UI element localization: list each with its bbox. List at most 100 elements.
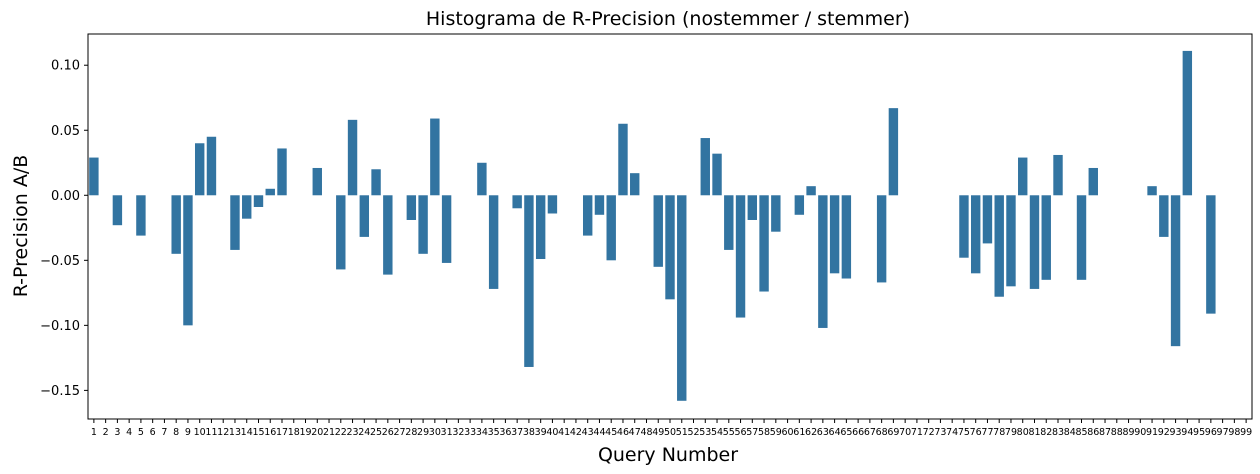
bar-query-28 xyxy=(406,195,417,220)
bar-query-69 xyxy=(888,108,899,196)
bar-query-64 xyxy=(829,195,840,274)
x-tick-label: 78 xyxy=(993,427,1005,438)
bar-query-47 xyxy=(630,173,640,196)
x-tick-label: 68 xyxy=(876,427,888,438)
bar-query-79 xyxy=(1006,195,1016,287)
x-tick-label: 23 xyxy=(346,427,358,438)
x-tick-label: 98 xyxy=(1228,427,1240,438)
x-tick-label: 19 xyxy=(299,427,311,438)
x-tick-label: 53 xyxy=(699,427,711,438)
x-tick-label: 8 xyxy=(173,427,179,438)
y-tick-label: −0.15 xyxy=(40,384,80,399)
x-tick-label: 17 xyxy=(276,427,288,438)
x-axis-ticks: 1 2 3 4 5 6 7 8 9 10 11 12 13 14 15 16 17 18 19 20 21 22 23 24 2… xyxy=(91,419,1252,438)
x-tick-label: 49 xyxy=(652,427,664,438)
bar-query-26 xyxy=(383,195,393,275)
x-tick-label: 77 xyxy=(981,427,993,438)
bar-query-22 xyxy=(336,195,346,270)
x-tick-label: 94 xyxy=(1181,427,1193,438)
bars-group xyxy=(89,50,1216,401)
x-tick-label: 99 xyxy=(1240,427,1252,438)
bar-query-3 xyxy=(112,195,123,226)
x-tick-label: 76 xyxy=(970,427,982,438)
x-tick-label: 3 xyxy=(114,427,120,438)
x-tick-label: 70 xyxy=(899,427,911,438)
y-axis-ticks: 0.10 0.05 0.00 −0.05 −0.10 −0.15 xyxy=(40,59,88,399)
x-tick-label: 36 xyxy=(499,427,511,438)
bar-query-53 xyxy=(700,138,710,196)
y-axis-label: R-Precision A/B xyxy=(10,155,32,298)
bar-query-20 xyxy=(312,167,322,196)
bar-query-62 xyxy=(806,186,816,196)
x-tick-label: 34 xyxy=(476,427,488,438)
bar-query-16 xyxy=(265,188,275,196)
x-tick-label: 32 xyxy=(452,427,464,438)
bar-query-76 xyxy=(970,195,981,274)
x-tick-label: 89 xyxy=(1122,427,1134,438)
x-tick-label: 92 xyxy=(1158,427,1170,438)
x-tick-label: 88 xyxy=(1111,427,1123,438)
x-tick-label: 29 xyxy=(417,427,429,438)
x-tick-label: 74 xyxy=(946,427,958,438)
bar-query-8 xyxy=(171,195,181,254)
x-tick-label: 43 xyxy=(582,427,594,438)
bar-query-1 xyxy=(89,157,99,196)
x-tick-label: 18 xyxy=(288,427,300,438)
x-tick-label: 40 xyxy=(546,427,558,438)
x-tick-label: 86 xyxy=(1087,427,1099,438)
bar-query-49 xyxy=(653,195,663,267)
bar-query-34 xyxy=(477,162,487,196)
x-tick-label: 12 xyxy=(217,427,229,438)
bar-query-24 xyxy=(359,195,370,237)
bar-query-25 xyxy=(371,169,381,196)
x-tick-label: 9 xyxy=(185,427,191,438)
x-tick-label: 80 xyxy=(1017,427,1029,438)
x-tick-label: 26 xyxy=(382,427,394,438)
bar-query-11 xyxy=(206,136,217,196)
x-tick-label: 16 xyxy=(264,427,276,438)
x-tick-label: 48 xyxy=(640,427,652,438)
y-tick-label: −0.05 xyxy=(40,254,80,269)
bar-query-83 xyxy=(1053,154,1063,196)
bar-query-44 xyxy=(594,195,605,215)
bar-query-14 xyxy=(242,195,252,219)
x-tick-label: 10 xyxy=(194,427,206,438)
x-tick-label: 81 xyxy=(1028,427,1040,438)
x-tick-label: 97 xyxy=(1217,427,1229,438)
x-tick-label: 82 xyxy=(1040,427,1052,438)
x-tick-label: 27 xyxy=(394,427,406,438)
plot-frame xyxy=(87,33,1253,420)
bar-query-31 xyxy=(441,195,452,263)
x-tick-label: 15 xyxy=(252,427,264,438)
x-tick-label: 73 xyxy=(934,427,946,438)
x-tick-label: 96 xyxy=(1205,427,1217,438)
x-tick-label: 22 xyxy=(335,427,347,438)
bar-query-56 xyxy=(735,195,746,318)
x-tick-label: 93 xyxy=(1170,427,1182,438)
bar-query-39 xyxy=(535,195,546,260)
x-tick-label: 13 xyxy=(229,427,241,438)
x-tick-label: 33 xyxy=(464,427,476,438)
x-tick-label: 35 xyxy=(488,427,500,438)
x-tick-label: 90 xyxy=(1134,427,1146,438)
bar-query-59 xyxy=(771,195,781,232)
bar-query-75 xyxy=(959,195,969,258)
x-tick-label: 28 xyxy=(405,427,417,438)
x-tick-label: 67 xyxy=(864,427,876,438)
y-tick-label: −0.10 xyxy=(40,319,80,334)
x-tick-label: 1 xyxy=(91,427,97,438)
bar-query-46 xyxy=(618,123,628,196)
x-tick-label: 58 xyxy=(758,427,770,438)
x-tick-label: 95 xyxy=(1193,427,1205,438)
bar-query-65 xyxy=(841,195,852,279)
x-tick-label: 71 xyxy=(911,427,923,438)
x-tick-label: 83 xyxy=(1052,427,1064,438)
bar-query-82 xyxy=(1041,195,1051,280)
x-tick-label: 30 xyxy=(429,427,441,438)
bar-query-9 xyxy=(183,195,193,326)
x-tick-label: 59 xyxy=(770,427,782,438)
y-tick-label: 0.05 xyxy=(51,124,80,139)
bar-query-55 xyxy=(724,195,734,250)
x-tick-label: 14 xyxy=(241,427,253,438)
